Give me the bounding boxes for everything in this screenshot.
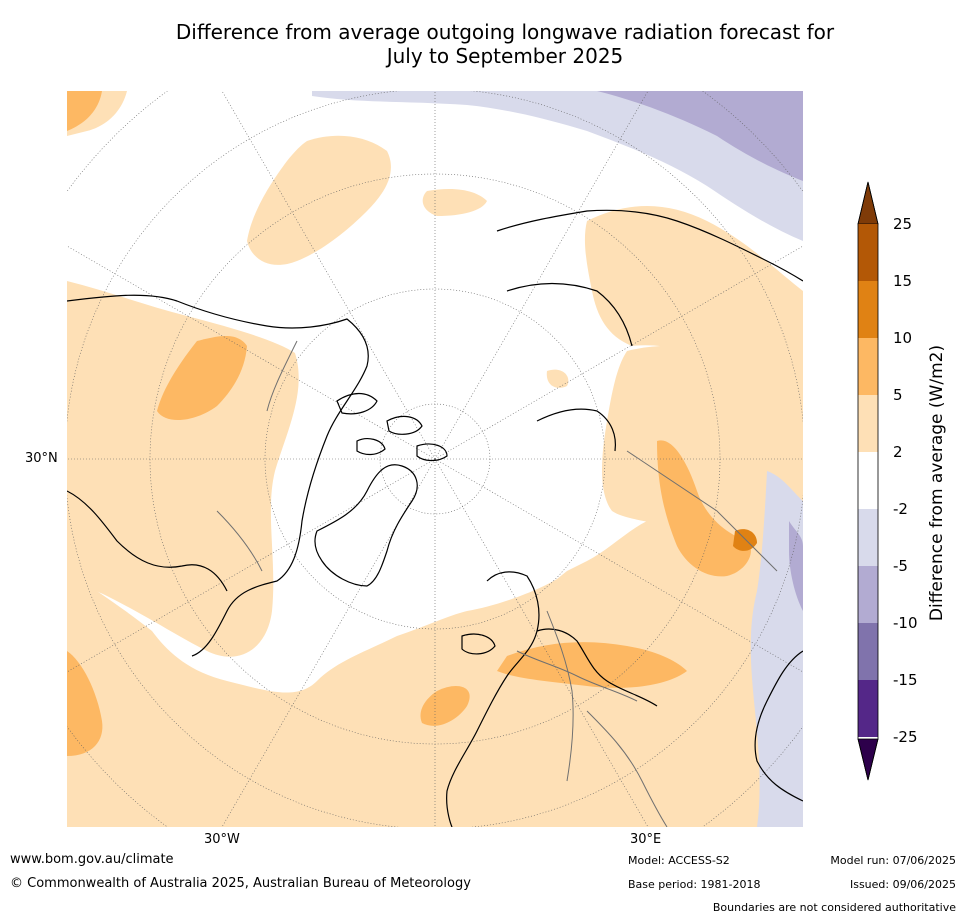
chart-title: Difference from average outgoing longwav… [60,20,950,68]
website-link[interactable]: www.bom.gov.au/climate [10,852,174,867]
colorbar-bin-2-5 [858,395,878,452]
colorbar-tick-5: 5 [893,386,903,404]
colorbar-label: Difference from average (W/m2) [927,344,947,622]
colorbar-bin-15-25 [858,224,878,281]
colorbar-bin-m5-m2 [858,509,878,566]
longitude-label-30w: 30°W [204,832,240,847]
graticule [67,91,803,827]
colorbar-tick-minus-25: -25 [893,728,918,746]
colorbar-tick-minus-2: -2 [893,500,908,518]
colorbar-bin-m15-m10 [858,623,878,680]
longitude-label-30e: 30°E [630,832,662,847]
latitude-label-30n: 30°N [25,451,58,466]
coastlines [67,209,803,827]
model-text: Model: ACCESS-S2 [628,854,730,867]
colorbar-tick-10: 10 [893,329,913,347]
colorbar-bin-m10-m5 [858,566,878,623]
colorbar [857,181,879,781]
colorbar-extend-max [857,181,879,225]
country-borders [216,340,778,827]
colorbar-tick-minus-5: -5 [893,557,908,575]
colorbar-tick-25: 25 [893,215,913,233]
title-line-2: July to September 2025 [386,44,624,68]
anomaly-neg5-to-neg10-region [597,91,803,611]
colorbar-tick-2: 2 [893,443,903,461]
colorbar-tick-minus-10: -10 [893,614,918,632]
disclaimer-text: Boundaries are not considered authoritat… [712,901,956,914]
colorbar-tick-15: 15 [893,272,913,290]
title-line-1: Difference from average outgoing longwav… [175,20,835,44]
base-period-text: Base period: 1981-2018 [628,878,761,891]
model-run-text: Model run: 07/06/2025 [830,854,956,867]
issued-text: Issued: 09/06/2025 [849,878,956,891]
colorbar-tick-minus-15: -15 [893,671,918,689]
colorbar-bin-m2-2 [858,452,878,509]
copyright-text: © Commonwealth of Australia 2025, Austra… [10,876,471,891]
colorbar-bin-m25-m15 [858,680,878,737]
colorbar-extend-min [857,738,879,781]
colorbar-bin-5-10 [858,338,878,395]
colorbar-bin-10-15 [858,281,878,338]
polar-map [67,91,803,827]
map-svg [67,91,803,827]
